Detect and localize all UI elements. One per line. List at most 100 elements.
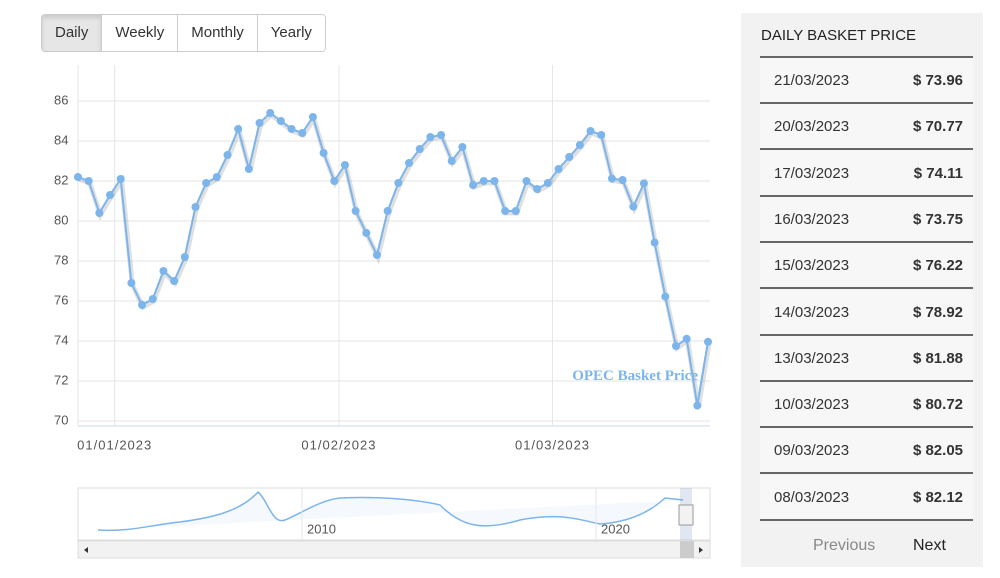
point: [330, 177, 339, 185]
chart: 2010 2020 70 72 74 76 78 80 82 84 86 01/01/2023 01…: [54, 65, 712, 559]
row-date: 09/03/2023: [774, 442, 850, 460]
tab[interactable]: Monthly: [178, 15, 258, 51]
point: [74, 173, 82, 181]
point: [84, 177, 93, 185]
navigator-label: 2010: [307, 521, 336, 536]
point: [469, 181, 478, 189]
row-price: $ 76.22: [912, 257, 963, 275]
row-date: 20/03/2023: [774, 118, 850, 136]
x-tick-label: 01/02/2023: [301, 437, 376, 452]
point: [682, 334, 691, 343]
point: [394, 179, 403, 187]
series-line: [77, 111, 709, 406]
scrollbar-thumb[interactable]: [680, 541, 694, 558]
point: [106, 191, 115, 199]
y-tick-label: 76: [54, 292, 68, 307]
point: [661, 292, 670, 301]
point: [490, 177, 499, 185]
table-row: 09/03/2023 $ 82.05: [760, 428, 973, 475]
y-tick-label: 86: [54, 92, 68, 107]
y-tick-label: 84: [54, 132, 68, 147]
point: [319, 149, 328, 157]
point: [693, 401, 702, 410]
range-tabs: Daily Weekly Monthly Yearly: [41, 14, 326, 52]
point: [447, 157, 456, 165]
point: [671, 342, 680, 350]
point: [607, 174, 616, 183]
point: [180, 253, 189, 261]
row-date: 08/03/2023: [774, 488, 850, 506]
prev-button[interactable]: Previous: [813, 537, 876, 554]
point: [191, 203, 200, 211]
row-price: $ 73.96: [912, 72, 963, 89]
table-row: 08/03/2023 $ 82.12: [760, 474, 973, 521]
point: [639, 179, 648, 188]
row-price: $ 82.12: [912, 488, 963, 506]
point: [95, 209, 104, 217]
scroll-right[interactable]: [699, 547, 703, 553]
point: [148, 295, 157, 303]
point: [298, 129, 307, 137]
tab[interactable]: Daily: [42, 15, 103, 51]
row-price: $ 70.77: [912, 118, 963, 136]
y-tick-label: 80: [54, 212, 68, 227]
next-button[interactable]: Next: [913, 537, 946, 554]
point: [202, 179, 211, 187]
point: [127, 279, 136, 287]
y-tick-label: 78: [54, 252, 68, 267]
point: [223, 151, 232, 159]
point: [138, 301, 147, 309]
table-row: 10/03/2023 $ 80.72: [760, 382, 973, 429]
point: [543, 179, 552, 187]
table-rule: [760, 56, 973, 58]
point: [586, 127, 595, 135]
row-price: $ 73.75: [912, 210, 963, 228]
table-row: 15/03/2023 $ 76.22: [760, 243, 973, 290]
point: [415, 145, 424, 153]
point: [276, 117, 285, 125]
tab[interactable]: Weekly: [102, 15, 179, 51]
row-date: 13/03/2023: [774, 349, 850, 367]
navigator-line: [97, 490, 684, 532]
row-price: $ 80.72: [912, 396, 963, 414]
point: [159, 267, 168, 275]
point: [426, 133, 435, 141]
plot-grid: [77, 65, 710, 427]
point: [170, 277, 179, 285]
table-row: 13/03/2023 $ 81.88: [760, 335, 973, 382]
point: [650, 238, 659, 247]
point: [255, 119, 264, 127]
point: [266, 109, 275, 117]
point: [308, 113, 317, 121]
scrollbar[interactable]: [77, 540, 711, 559]
point: [575, 141, 584, 149]
point: [383, 207, 392, 215]
navigator-handle[interactable]: [678, 504, 694, 526]
x-tick-label: 01/01/2023: [77, 437, 152, 452]
point: [629, 202, 638, 211]
row-date: 16/03/2023: [774, 210, 850, 228]
x-tick-label: 01/03/2023: [515, 437, 590, 452]
table-row: 16/03/2023 $ 73.75: [760, 196, 973, 243]
price-panel: DAILY BASKET PRICE Previous Next 21/03/2…: [741, 13, 983, 567]
row-price: $ 74.11: [913, 164, 963, 182]
point: [405, 159, 414, 167]
point: [565, 153, 574, 161]
scroll-left[interactable]: [84, 547, 88, 553]
row-date: 10/03/2023: [774, 396, 850, 414]
row-price: $ 78.92: [912, 303, 963, 321]
point: [116, 175, 125, 183]
point: [362, 229, 371, 237]
point: [554, 165, 563, 173]
point: [522, 177, 531, 185]
point: [234, 125, 243, 133]
point: [437, 131, 446, 139]
table-row: 14/03/2023 $ 78.92: [760, 289, 973, 336]
navigator-label: 2020: [601, 521, 630, 536]
point: [618, 176, 627, 184]
point: [351, 207, 360, 215]
y-tick-label: 72: [54, 372, 68, 387]
tab[interactable]: Yearly: [257, 15, 325, 51]
table-row: 21/03/2023 $ 73.96: [760, 58, 973, 104]
